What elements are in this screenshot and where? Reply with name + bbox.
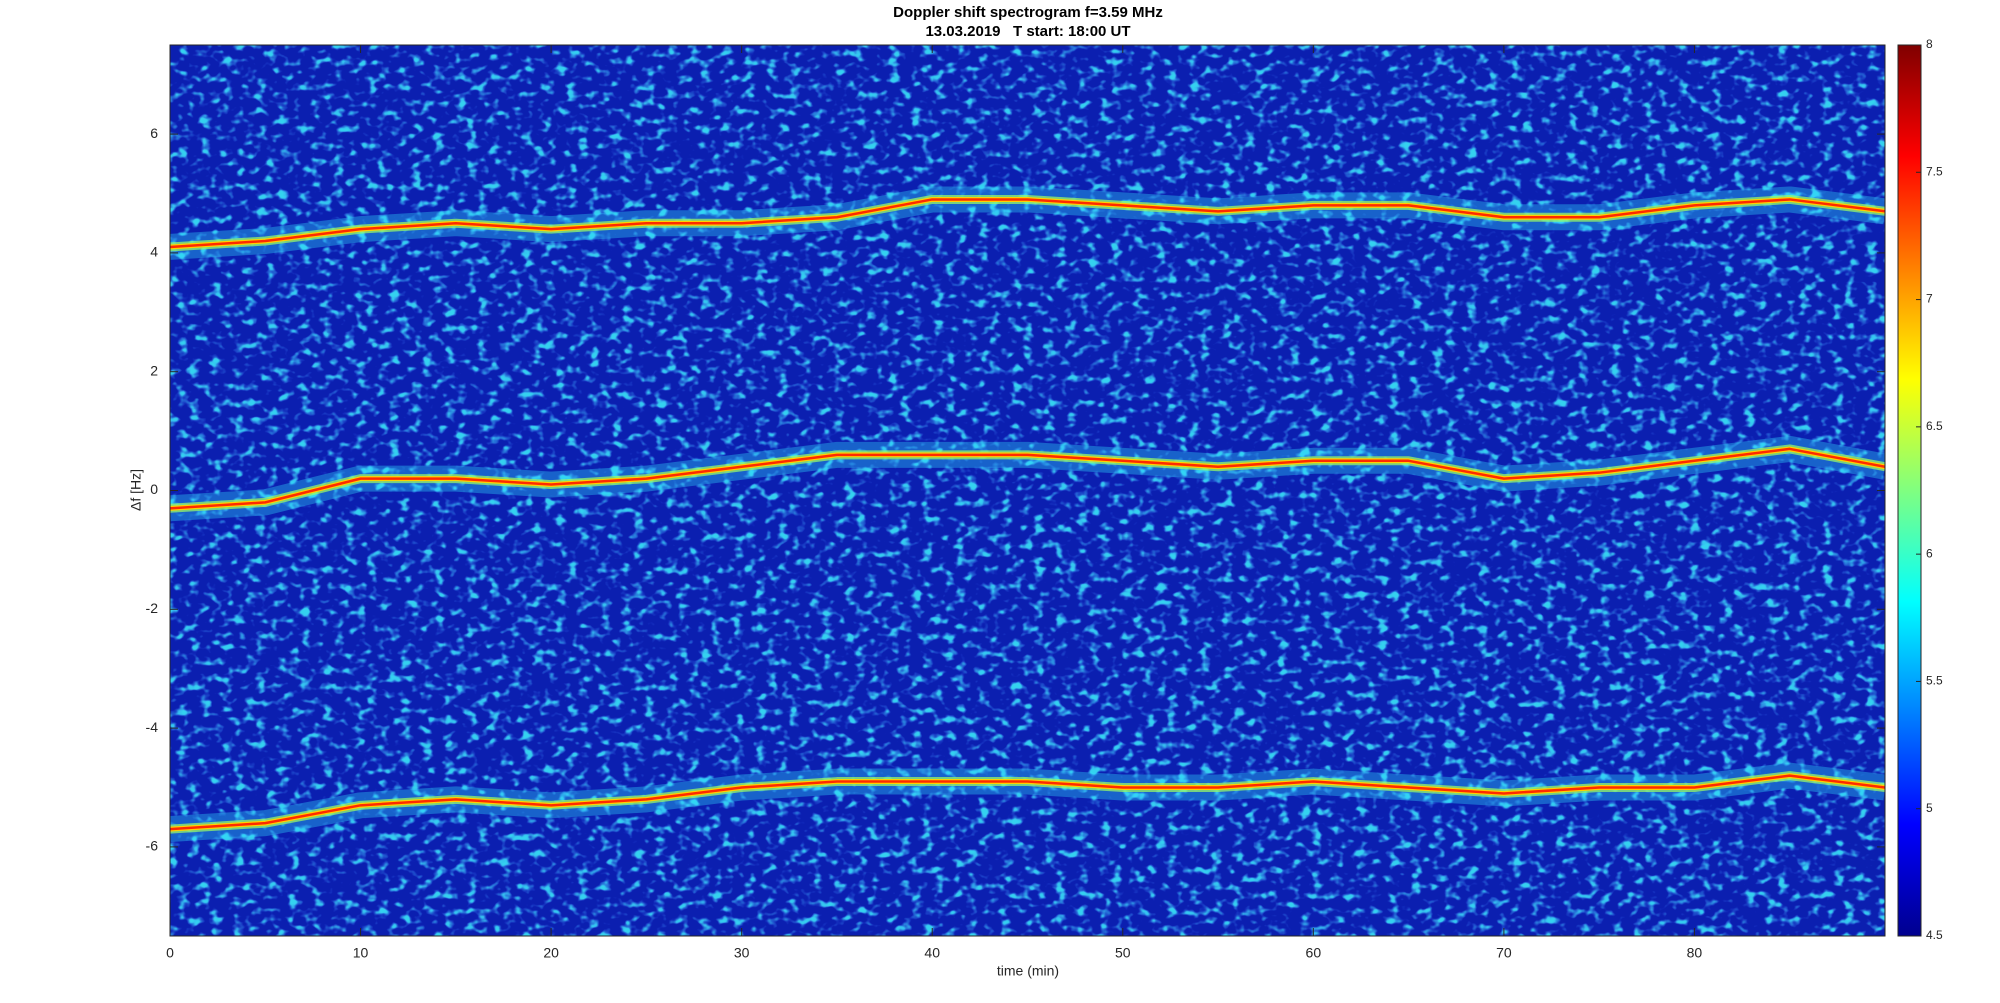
colorbar bbox=[1897, 44, 1922, 937]
colorbar-tick-label: 6 bbox=[1926, 546, 1933, 560]
x-tick-label: 80 bbox=[1687, 945, 1703, 961]
x-axis-label: time (min) bbox=[997, 963, 1059, 979]
x-tick-label: 30 bbox=[734, 945, 750, 961]
x-tick-label: 0 bbox=[166, 945, 174, 961]
x-tick-label: 10 bbox=[353, 945, 369, 961]
y-tick-label: 4 bbox=[150, 244, 158, 260]
y-tick-label: -4 bbox=[146, 719, 159, 735]
x-tick-label: 40 bbox=[924, 945, 940, 961]
x-tick-label: 70 bbox=[1496, 945, 1512, 961]
y-tick-label: 2 bbox=[150, 362, 158, 378]
colorbar-tick-label: 5.5 bbox=[1926, 674, 1943, 688]
colorbar-tick-label: 7 bbox=[1926, 292, 1933, 306]
y-tick-label: 6 bbox=[150, 125, 158, 141]
colorbar-tick-label: 5 bbox=[1926, 801, 1933, 815]
traces bbox=[170, 186, 1885, 843]
colorbar-tick-label: 6.5 bbox=[1926, 419, 1943, 433]
chart-title: Doppler shift spectrogram f=3.59 MHz bbox=[893, 4, 1163, 21]
y-tick-label: 0 bbox=[150, 481, 158, 497]
y-tick-label: -6 bbox=[146, 838, 159, 854]
x-tick-label: 50 bbox=[1115, 945, 1131, 961]
trace bbox=[170, 447, 1885, 510]
y-tick-label: -2 bbox=[146, 600, 159, 616]
x-tick-label: 20 bbox=[543, 945, 559, 961]
chart-subtitle: 13.03.2019 T start: 18:00 UT bbox=[925, 23, 1130, 40]
trace bbox=[170, 198, 1885, 249]
x-tick-label: 60 bbox=[1306, 945, 1322, 961]
colorbar-tick-label: 8 bbox=[1926, 37, 1933, 51]
y-axis-label: Δf [Hz] bbox=[128, 469, 144, 511]
trace bbox=[170, 774, 1885, 831]
colorbar-tick-label: 4.5 bbox=[1926, 928, 1943, 942]
colorbar-tick-label: 7.5 bbox=[1926, 164, 1943, 178]
